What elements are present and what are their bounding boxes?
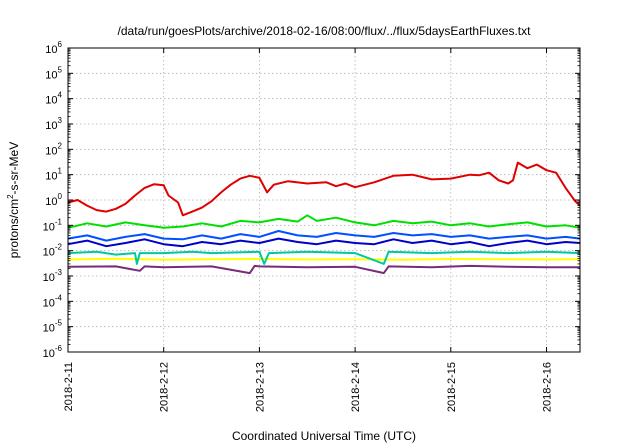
y-tick-label: 101 — [45, 167, 62, 183]
y-tick-label-exponent: 4 — [58, 91, 63, 100]
ticks: 10-610-510-410-310-210-11001011021031041… — [43, 40, 580, 412]
y-tick-label: 106 — [45, 40, 62, 56]
y-tick-label: 104 — [45, 91, 62, 107]
y-tick-label-base: 10 — [43, 247, 55, 259]
y-tick-label: 10-3 — [43, 268, 63, 284]
series-line — [67, 230, 581, 242]
y-tick-label-base: 10 — [45, 95, 57, 107]
y-tick-label-base: 10 — [43, 323, 55, 335]
x-tick-label: 2018-2-15 — [446, 362, 458, 412]
y-tick-label-base: 10 — [45, 171, 57, 183]
series-line — [67, 264, 580, 275]
y-tick-label-exponent: 5 — [58, 65, 63, 74]
x-tick-label: 2018-2-13 — [254, 362, 266, 412]
series-line — [67, 214, 581, 229]
y-tick-label-exponent: -5 — [55, 319, 63, 328]
y-axis-label: protons/cm2-s-sr-MeV — [6, 142, 21, 258]
y-tick-label-exponent: -6 — [55, 344, 63, 353]
y-tick-label-exponent: -1 — [55, 217, 63, 226]
y-tick-label-base: 10 — [43, 272, 55, 284]
y-tick-label-base: 10 — [43, 221, 55, 233]
y-tick-label-base: 10 — [45, 120, 57, 132]
x-tick-label: 2018-2-12 — [159, 362, 171, 412]
y-tick-label-exponent: 2 — [58, 141, 63, 150]
series-layer — [67, 161, 581, 275]
y-tick-label-base: 10 — [45, 145, 57, 157]
y-tick-label-exponent: -3 — [55, 268, 63, 277]
chart-title: /data/run/goesPlots/archive/2018-02-16/0… — [118, 24, 532, 38]
y-tick-label-base: 10 — [45, 69, 57, 81]
y-tick-label: 102 — [45, 141, 62, 157]
y-tick-label: 10-1 — [43, 217, 63, 233]
y-tick-label: 103 — [45, 116, 62, 132]
y-tick-label-base: 10 — [45, 196, 57, 208]
y-tick-label: 10-2 — [43, 243, 63, 259]
x-tick-label: 2018-2-11 — [63, 362, 75, 411]
y-tick-label: 100 — [45, 192, 62, 208]
series-line — [67, 237, 581, 248]
series-line — [67, 257, 581, 261]
y-tick-label: 105 — [45, 65, 62, 81]
x-tick-label: 2018-2-16 — [542, 362, 554, 412]
y-tick-label-base: 10 — [45, 44, 57, 56]
y-tick-label-exponent: 6 — [58, 40, 63, 49]
y-tick-label-exponent: -2 — [55, 243, 63, 252]
y-axis-label-suffix: -s-sr-MeV — [7, 142, 21, 195]
grid — [68, 48, 580, 352]
y-tick-label-exponent: 1 — [58, 167, 63, 176]
y-tick-label-exponent: 3 — [58, 116, 63, 125]
series-line — [67, 161, 581, 217]
x-tick-label: 2018-2-14 — [350, 362, 362, 412]
y-tick-label: 10-5 — [43, 319, 63, 335]
y-tick-label-exponent: -4 — [55, 293, 63, 302]
y-tick-label-exponent: 0 — [58, 192, 63, 201]
y-tick-label: 10-4 — [43, 293, 63, 309]
y-tick-label: 10-6 — [43, 344, 63, 360]
y-axis-label-prefix: protons/cm — [7, 199, 21, 258]
y-axis-label-sup: 2 — [6, 194, 15, 199]
y-tick-label-base: 10 — [43, 297, 55, 309]
series-line — [67, 250, 581, 265]
y-tick-label-base: 10 — [43, 348, 55, 360]
x-axis-label: Coordinated Universal Time (UTC) — [232, 429, 416, 443]
